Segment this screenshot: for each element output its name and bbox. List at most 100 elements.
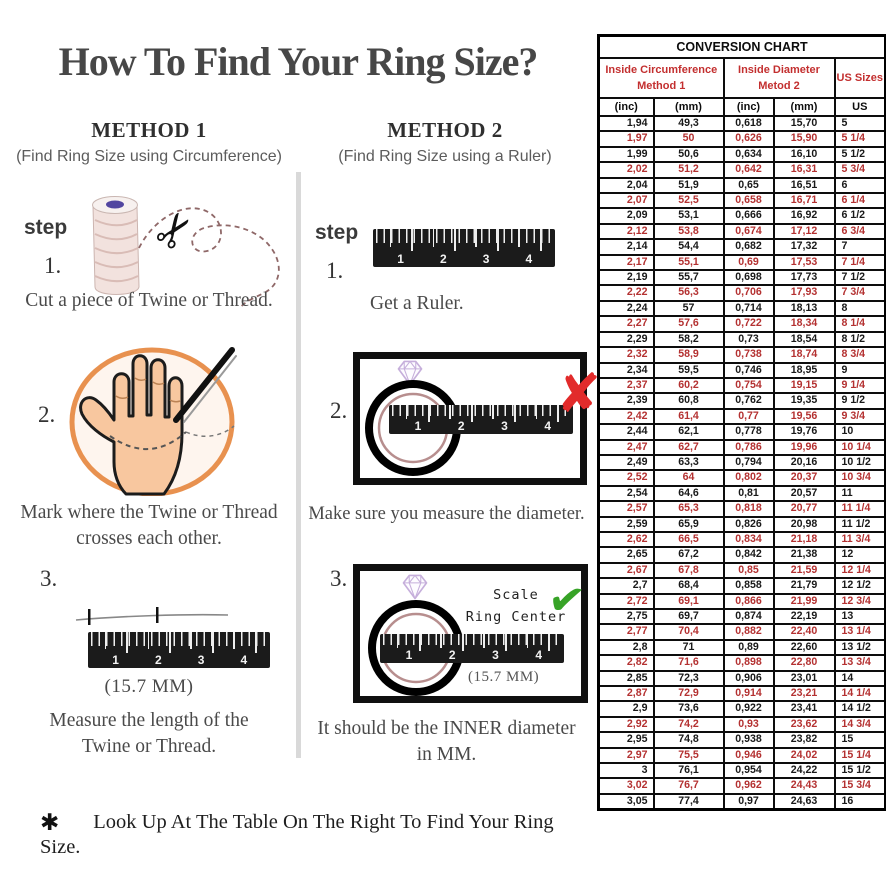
table-row: 2,32 58,9 0,738 18,74 8 3/4 — [597, 346, 886, 364]
cell-circumference-inc: 2,49 — [597, 453, 655, 472]
cell-circumference-mm: 58,2 — [652, 330, 725, 349]
hand-icon — [79, 354, 184, 496]
cell-diameter-mm: 21,38 — [772, 546, 836, 564]
cell-us-size: 12 3/4 — [833, 592, 886, 611]
table-row: 2,85 72,3 0,906 23,01 14 — [597, 669, 886, 688]
cell-circumference-inc: 2,47 — [597, 438, 655, 456]
cell-circumference-inc: 2,29 — [597, 330, 655, 349]
table-row: 2,9 73,6 0,922 23,41 14 1/2 — [597, 700, 886, 718]
ruler-ticks — [392, 405, 570, 417]
method2-subheading: (Find Ring Size using a Ruler) — [338, 148, 552, 165]
cell-diameter-inc: 0,818 — [722, 500, 775, 518]
cell-diameter-mm: 20,57 — [772, 484, 836, 503]
table-row: 2,67 67,8 0,85 21,59 12 1/4 — [597, 561, 886, 580]
cell-circumference-mm: 53,1 — [652, 207, 725, 225]
cell-diameter-mm: 23,62 — [772, 715, 836, 734]
cell-us-size: 10 1/2 — [833, 453, 886, 472]
cell-us-size: 9 — [833, 361, 886, 379]
cell-diameter-inc: 0,682 — [722, 238, 775, 256]
table-row: 2,34 59,5 0,746 18,95 9 — [597, 361, 886, 379]
conversion-chart-table: CONVERSION CHART Inside Circumference Me… — [597, 34, 886, 812]
cell-diameter-inc: 0,874 — [722, 607, 775, 626]
cell-diameter-inc: 0,642 — [722, 161, 775, 179]
cell-diameter-mm: 19,35 — [772, 392, 836, 410]
table-row: 2,87 72,9 0,914 23,21 14 1/4 — [597, 685, 886, 703]
cell-circumference-inc: 2,04 — [597, 176, 655, 195]
cell-circumference-inc: 2,09 — [597, 207, 655, 225]
cell-circumference-mm: 52,5 — [652, 192, 725, 210]
cell-circumference-inc: 2,7 — [597, 577, 655, 595]
cell-circumference-mm: 62,7 — [652, 438, 725, 456]
cell-diameter-mm: 20,16 — [772, 453, 836, 472]
cell-us-size: 11 1/2 — [833, 515, 886, 533]
cell-diameter-inc: 0,85 — [722, 561, 775, 580]
cell-circumference-inc: 2,67 — [597, 561, 655, 580]
caption-line: It should be the INNER diameter — [317, 718, 576, 739]
method1-step1-number: 1. — [44, 253, 62, 278]
cell-circumference-inc: 2,14 — [597, 238, 655, 256]
table-row: 2,24 57 0,714 18,13 8 — [597, 299, 886, 318]
cell-diameter-inc: 0,826 — [722, 515, 775, 533]
cell-circumference-mm: 74,8 — [652, 731, 725, 749]
cell-us-size: 11 1/4 — [833, 500, 886, 518]
table-row: 2,44 62,1 0,778 19,76 10 — [597, 423, 886, 441]
method1-step2-caption: Mark where the Twine or Thread crosses e… — [0, 500, 298, 553]
pen-icon — [173, 347, 235, 423]
cell-us-size: 10 1/4 — [833, 438, 886, 456]
cell-circumference-inc: 2,19 — [597, 269, 655, 287]
cell-circumference-mm: 68,4 — [652, 577, 725, 595]
ruler-number: 1 — [397, 252, 404, 266]
cell-circumference-mm: 69,7 — [652, 607, 725, 626]
cell-us-size: 6 3/4 — [833, 222, 886, 241]
method2-step3-caption: It should be the INNER diameter in MM. — [298, 716, 595, 769]
cell-circumference-mm: 58,9 — [652, 346, 725, 364]
ruler-number: 2 — [448, 648, 456, 662]
cell-diameter-inc: 0,946 — [722, 746, 775, 765]
column-header: (inc) — [722, 97, 775, 117]
cell-circumference-inc: 2,44 — [597, 423, 655, 441]
cell-circumference-mm: 74,2 — [652, 715, 725, 734]
column-divider — [296, 172, 301, 758]
table-row: 2,14 54,4 0,682 17,32 7 — [597, 238, 886, 256]
cell-diameter-mm: 19,76 — [772, 423, 836, 441]
cell-diameter-mm: 18,34 — [772, 315, 836, 333]
ruler-number: 2 — [457, 419, 465, 433]
asterisk-icon: ✱ — [40, 810, 60, 836]
cell-diameter-mm: 16,51 — [772, 176, 836, 195]
cell-diameter-mm: 16,92 — [772, 207, 836, 225]
ruler-illustration: 1 2 3 4 — [88, 632, 270, 668]
wrong-measurement-box: 1 2 3 4 ✘ — [353, 352, 601, 485]
cell-circumference-mm: 60,8 — [652, 392, 725, 410]
cell-circumference-inc: 2,97 — [597, 746, 655, 765]
cell-diameter-inc: 0,738 — [722, 346, 775, 364]
cell-circumference-inc: 2,12 — [597, 222, 655, 241]
x-mark-icon: ✘ — [556, 362, 602, 425]
cell-diameter-mm: 18,74 — [772, 346, 836, 364]
table-row: 2,82 71,6 0,898 22,80 13 3/4 — [597, 654, 886, 672]
cell-diameter-mm: 24,43 — [772, 777, 836, 795]
cell-circumference-inc: 2,95 — [597, 731, 655, 749]
cell-diameter-inc: 0,706 — [722, 284, 775, 302]
table-row: 2,47 62,7 0,786 19,96 10 1/4 — [597, 438, 886, 456]
cell-diameter-mm: 22,60 — [772, 638, 836, 657]
cell-circumference-inc: 2,92 — [597, 715, 655, 734]
cell-us-size: 15 3/4 — [833, 777, 886, 795]
method2-step2-number: 2. — [330, 398, 348, 423]
cell-us-size: 12 — [833, 546, 886, 564]
ruler-illustration: 1 2 3 4 — [389, 405, 573, 434]
table-row: 2,29 58,2 0,73 18,54 8 1/2 — [597, 330, 886, 349]
cell-circumference-mm: 73,6 — [652, 700, 725, 718]
cell-circumference-inc: 3 — [597, 762, 655, 780]
cell-circumference-mm: 56,3 — [652, 284, 725, 302]
cell-circumference-inc: 2,62 — [597, 530, 655, 549]
cell-diameter-mm: 21,99 — [772, 592, 836, 611]
table-row: 2,77 70,4 0,882 22,40 13 1/4 — [597, 623, 886, 641]
cell-circumference-inc: 2,34 — [597, 361, 655, 379]
cell-us-size: 13 3/4 — [833, 654, 886, 672]
cell-diameter-mm: 22,40 — [772, 623, 836, 641]
ruler-number: 2 — [154, 653, 162, 667]
check-mark-icon: ✔ — [544, 572, 589, 629]
ruler-number: 4 — [535, 648, 543, 662]
cell-circumference-inc: 2,24 — [597, 299, 655, 318]
column-header: US — [833, 97, 886, 117]
